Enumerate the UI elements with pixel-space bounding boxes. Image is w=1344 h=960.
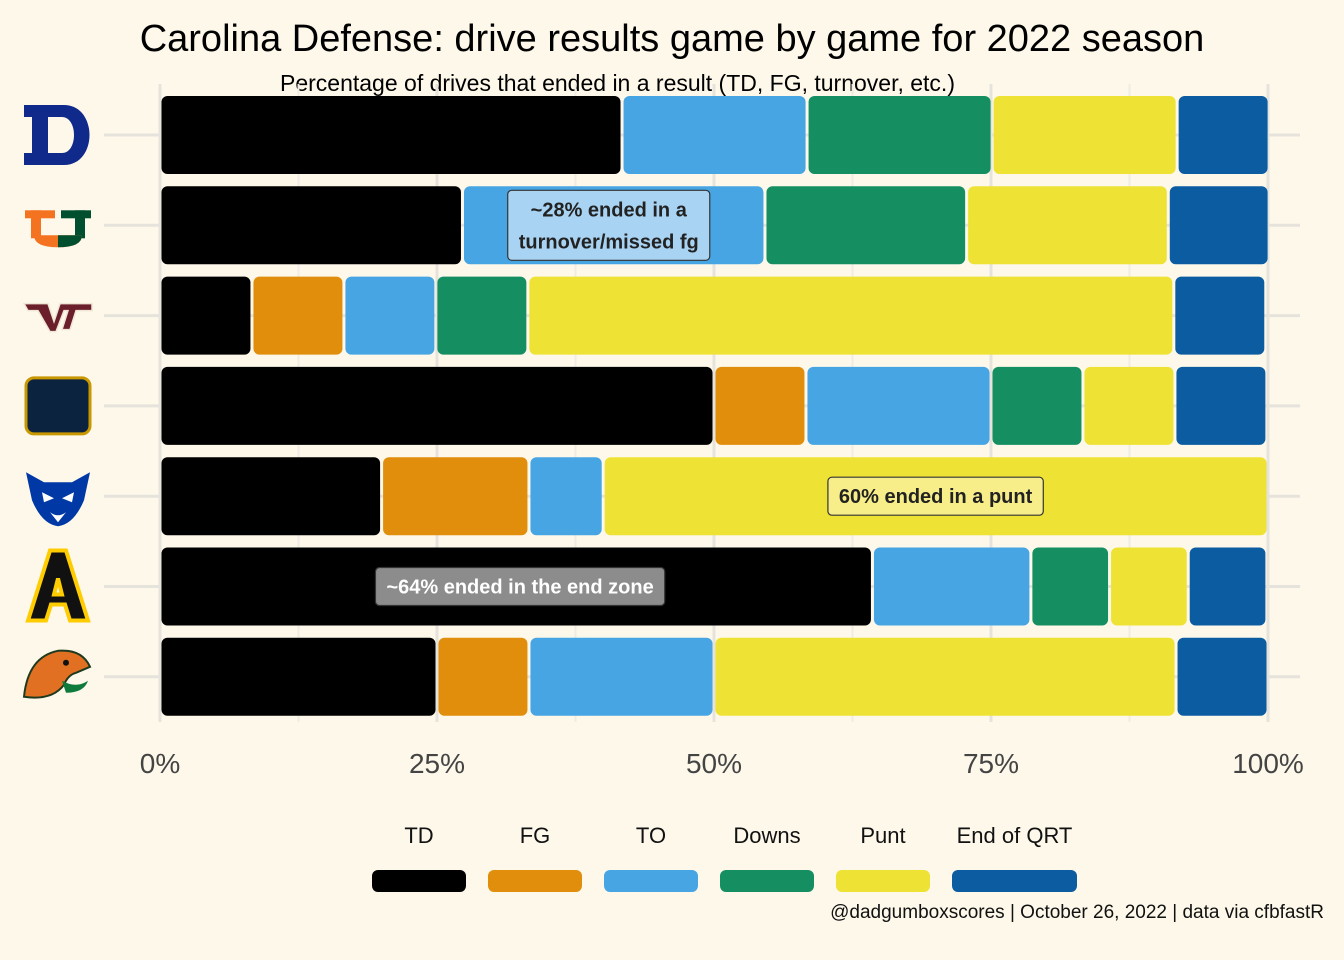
legend-label: TO bbox=[636, 823, 666, 848]
bar-segment bbox=[1176, 366, 1266, 445]
bar-segment bbox=[1189, 547, 1266, 626]
chart-caption: @dadgumboxscores | October 26, 2022 | da… bbox=[830, 902, 1324, 923]
bar-segment bbox=[1169, 186, 1268, 265]
bar-segment bbox=[345, 276, 435, 355]
bar-segment bbox=[161, 96, 621, 174]
legend-swatch bbox=[720, 870, 814, 892]
legend-label: End of QRT bbox=[957, 823, 1073, 848]
legend: TD FG TO Downs Punt End of QRT bbox=[372, 823, 1077, 892]
x-tick-label: 25% bbox=[409, 748, 465, 779]
bar-segment bbox=[715, 637, 1175, 716]
bar-segment bbox=[161, 276, 251, 355]
annotation-label: 60% ended in a punt bbox=[827, 476, 1044, 516]
bar-segment bbox=[1111, 547, 1187, 626]
x-tick-label: 50% bbox=[686, 748, 742, 779]
bar-segment bbox=[993, 96, 1176, 174]
bar-segment bbox=[623, 96, 806, 174]
bar-segment bbox=[438, 637, 528, 716]
bar-segment bbox=[1084, 366, 1174, 445]
bar-segment bbox=[530, 637, 713, 716]
legend-swatch bbox=[372, 870, 466, 892]
x-tick-label: 100% bbox=[1232, 748, 1304, 779]
annotations: ~28% ended in a turnover/missed fg 60% end… bbox=[374, 189, 1044, 607]
legend-item: End of QRT bbox=[952, 823, 1077, 892]
florida-am-logo bbox=[22, 649, 92, 699]
annotation-label: ~64% ended in the end zone bbox=[374, 566, 666, 607]
legend-swatch bbox=[836, 870, 930, 892]
legend-label: FG bbox=[520, 823, 551, 848]
bar-segment bbox=[968, 186, 1167, 265]
virginia-tech-logo bbox=[22, 302, 93, 333]
bars bbox=[161, 96, 1268, 716]
bar-segment bbox=[873, 547, 1030, 626]
x-axis-tick-labels: 0% 25% 50% 75% 100% bbox=[140, 748, 1304, 779]
bar-segment bbox=[529, 276, 1173, 355]
legend-item: TD bbox=[372, 823, 466, 892]
x-tick-label: 0% bbox=[140, 748, 180, 779]
bar-segment bbox=[161, 457, 381, 536]
bar-segment bbox=[530, 457, 602, 536]
bar-segment bbox=[808, 96, 991, 174]
legend-swatch bbox=[952, 870, 1077, 892]
annotation-label: ~28% ended in a turnover/missed fg bbox=[507, 189, 711, 261]
bar-segment bbox=[161, 637, 436, 716]
annotation-text: ~64% ended in the end zone bbox=[386, 577, 653, 599]
legend-swatch bbox=[488, 870, 582, 892]
bar-segment bbox=[1175, 276, 1265, 355]
legend-label: Downs bbox=[733, 823, 800, 848]
georgia-state-logo bbox=[26, 472, 90, 527]
x-tick-label: 75% bbox=[963, 748, 1019, 779]
bar-segment bbox=[161, 366, 713, 445]
bar-segment bbox=[766, 186, 966, 265]
legend-item: Downs bbox=[720, 823, 814, 892]
bar-segment bbox=[715, 366, 805, 445]
legend-label: Punt bbox=[860, 823, 905, 848]
notre-dame-logo bbox=[24, 376, 92, 436]
duke-logo bbox=[24, 105, 90, 165]
bar-segment bbox=[437, 276, 527, 355]
chart-subtitle: Percentage of drives that ended in a res… bbox=[280, 70, 955, 96]
legend-swatch bbox=[604, 870, 698, 892]
bar-segment bbox=[161, 186, 461, 265]
legend-label: TD bbox=[404, 823, 433, 848]
bar-segment bbox=[1178, 96, 1268, 174]
team-logos bbox=[22, 105, 93, 699]
bar-segment bbox=[1177, 637, 1267, 716]
bar-segment bbox=[807, 366, 990, 445]
app-state-logo bbox=[25, 548, 91, 623]
bar-segment bbox=[1032, 547, 1109, 626]
annotation-text: 60% ended in a punt bbox=[839, 486, 1033, 508]
annotation-text: ~28% ended in a bbox=[531, 199, 688, 221]
legend-item: FG bbox=[488, 823, 582, 892]
chart-title: Carolina Defense: drive results game by … bbox=[139, 18, 1205, 60]
bar-segment bbox=[992, 366, 1082, 445]
annotation-text: turnover/missed fg bbox=[519, 231, 699, 253]
bar-segment bbox=[383, 457, 528, 536]
bar-segment bbox=[253, 276, 343, 355]
legend-item: TO bbox=[604, 823, 698, 892]
legend-item: Punt bbox=[836, 823, 930, 892]
miami-logo bbox=[25, 210, 91, 248]
